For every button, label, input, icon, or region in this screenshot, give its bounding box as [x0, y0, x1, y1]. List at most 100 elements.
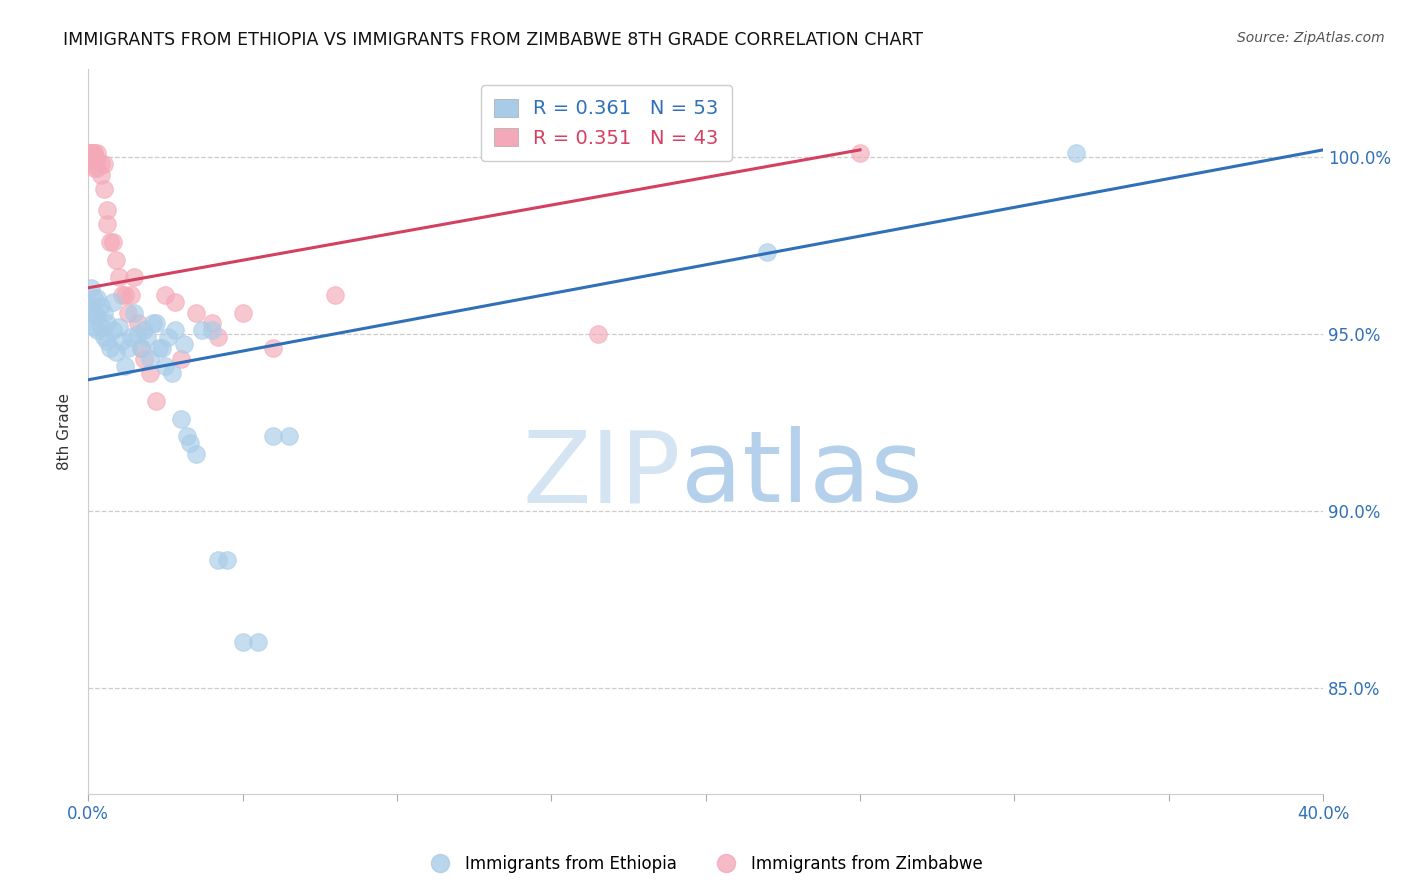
Legend: Immigrants from Ethiopia, Immigrants from Zimbabwe: Immigrants from Ethiopia, Immigrants fro… [416, 848, 990, 880]
Point [89, 168, 111, 182]
Point [83, 292, 105, 306]
Point [277, 429, 299, 443]
Point [262, 429, 284, 443]
Point [117, 341, 139, 355]
Point [127, 326, 149, 341]
Point [849, 146, 872, 161]
Point [148, 341, 170, 355]
Point [231, 305, 253, 319]
Point [83, 319, 105, 334]
Point [201, 323, 224, 337]
Point [89, 319, 111, 334]
Point [101, 235, 124, 249]
Point [129, 341, 152, 355]
Point [1064, 146, 1087, 161]
Point [120, 330, 142, 344]
Point [80, 281, 103, 295]
Point [163, 295, 186, 310]
Point [139, 351, 162, 366]
Point [129, 341, 152, 355]
Point [86, 292, 108, 306]
Point [98, 341, 121, 355]
Point [86, 309, 108, 323]
Point [80, 146, 103, 161]
Point [108, 270, 131, 285]
Point [86, 161, 108, 175]
Point [246, 634, 269, 648]
Point [83, 153, 105, 168]
Point [96, 316, 118, 330]
Point [80, 299, 103, 313]
Point [83, 146, 105, 161]
Point [155, 359, 177, 373]
Point [186, 305, 208, 319]
Point [111, 288, 134, 302]
Point [83, 305, 105, 319]
Point [101, 323, 124, 337]
Point [111, 334, 134, 348]
Text: IMMIGRANTS FROM ETHIOPIA VS IMMIGRANTS FROM ZIMBABWE 8TH GRADE CORRELATION CHART: IMMIGRANTS FROM ETHIOPIA VS IMMIGRANTS F… [63, 31, 924, 49]
Point [323, 288, 346, 302]
Point [139, 366, 162, 380]
Point [93, 305, 115, 319]
Y-axis label: 8th Grade: 8th Grade [58, 392, 72, 469]
Point [80, 157, 103, 171]
Point [186, 447, 208, 461]
Point [132, 323, 155, 337]
Point [89, 157, 111, 171]
Point [201, 316, 224, 330]
Point [83, 161, 105, 175]
Point [207, 330, 229, 344]
Text: Source: ZipAtlas.com: Source: ZipAtlas.com [1237, 31, 1385, 45]
Point [170, 351, 193, 366]
Point [150, 341, 173, 355]
Point [145, 394, 167, 409]
Point [93, 182, 115, 196]
Point [179, 436, 201, 450]
Point [114, 288, 136, 302]
Legend: R = 0.361   N = 53, R = 0.351   N = 43: R = 0.361 N = 53, R = 0.351 N = 43 [481, 86, 733, 161]
Point [80, 146, 103, 161]
Point [160, 366, 183, 380]
Point [170, 411, 193, 425]
Point [120, 288, 142, 302]
Text: ZIP: ZIP [523, 426, 681, 523]
Point [756, 245, 779, 260]
Point [83, 146, 105, 161]
Point [135, 330, 157, 344]
Point [124, 305, 146, 319]
Point [86, 146, 108, 161]
Point [108, 319, 131, 334]
Point [217, 553, 239, 567]
Point [96, 334, 118, 348]
Point [98, 235, 121, 249]
Point [86, 323, 108, 337]
Point [96, 202, 118, 217]
Point [155, 288, 177, 302]
Point [142, 316, 165, 330]
Point [173, 337, 195, 351]
Point [124, 270, 146, 285]
Point [80, 309, 103, 323]
Point [80, 146, 103, 161]
Point [93, 330, 115, 344]
Point [80, 146, 103, 161]
Point [145, 316, 167, 330]
Point [163, 323, 186, 337]
Point [114, 359, 136, 373]
Point [104, 344, 127, 359]
Point [117, 305, 139, 319]
Text: atlas: atlas [681, 426, 922, 523]
Point [231, 634, 253, 648]
Point [104, 252, 127, 267]
Point [132, 351, 155, 366]
Point [101, 295, 124, 310]
Point [586, 326, 609, 341]
Point [207, 553, 229, 567]
Point [127, 316, 149, 330]
Point [89, 299, 111, 313]
Point [86, 153, 108, 168]
Point [93, 157, 115, 171]
Point [96, 217, 118, 231]
Point [262, 341, 284, 355]
